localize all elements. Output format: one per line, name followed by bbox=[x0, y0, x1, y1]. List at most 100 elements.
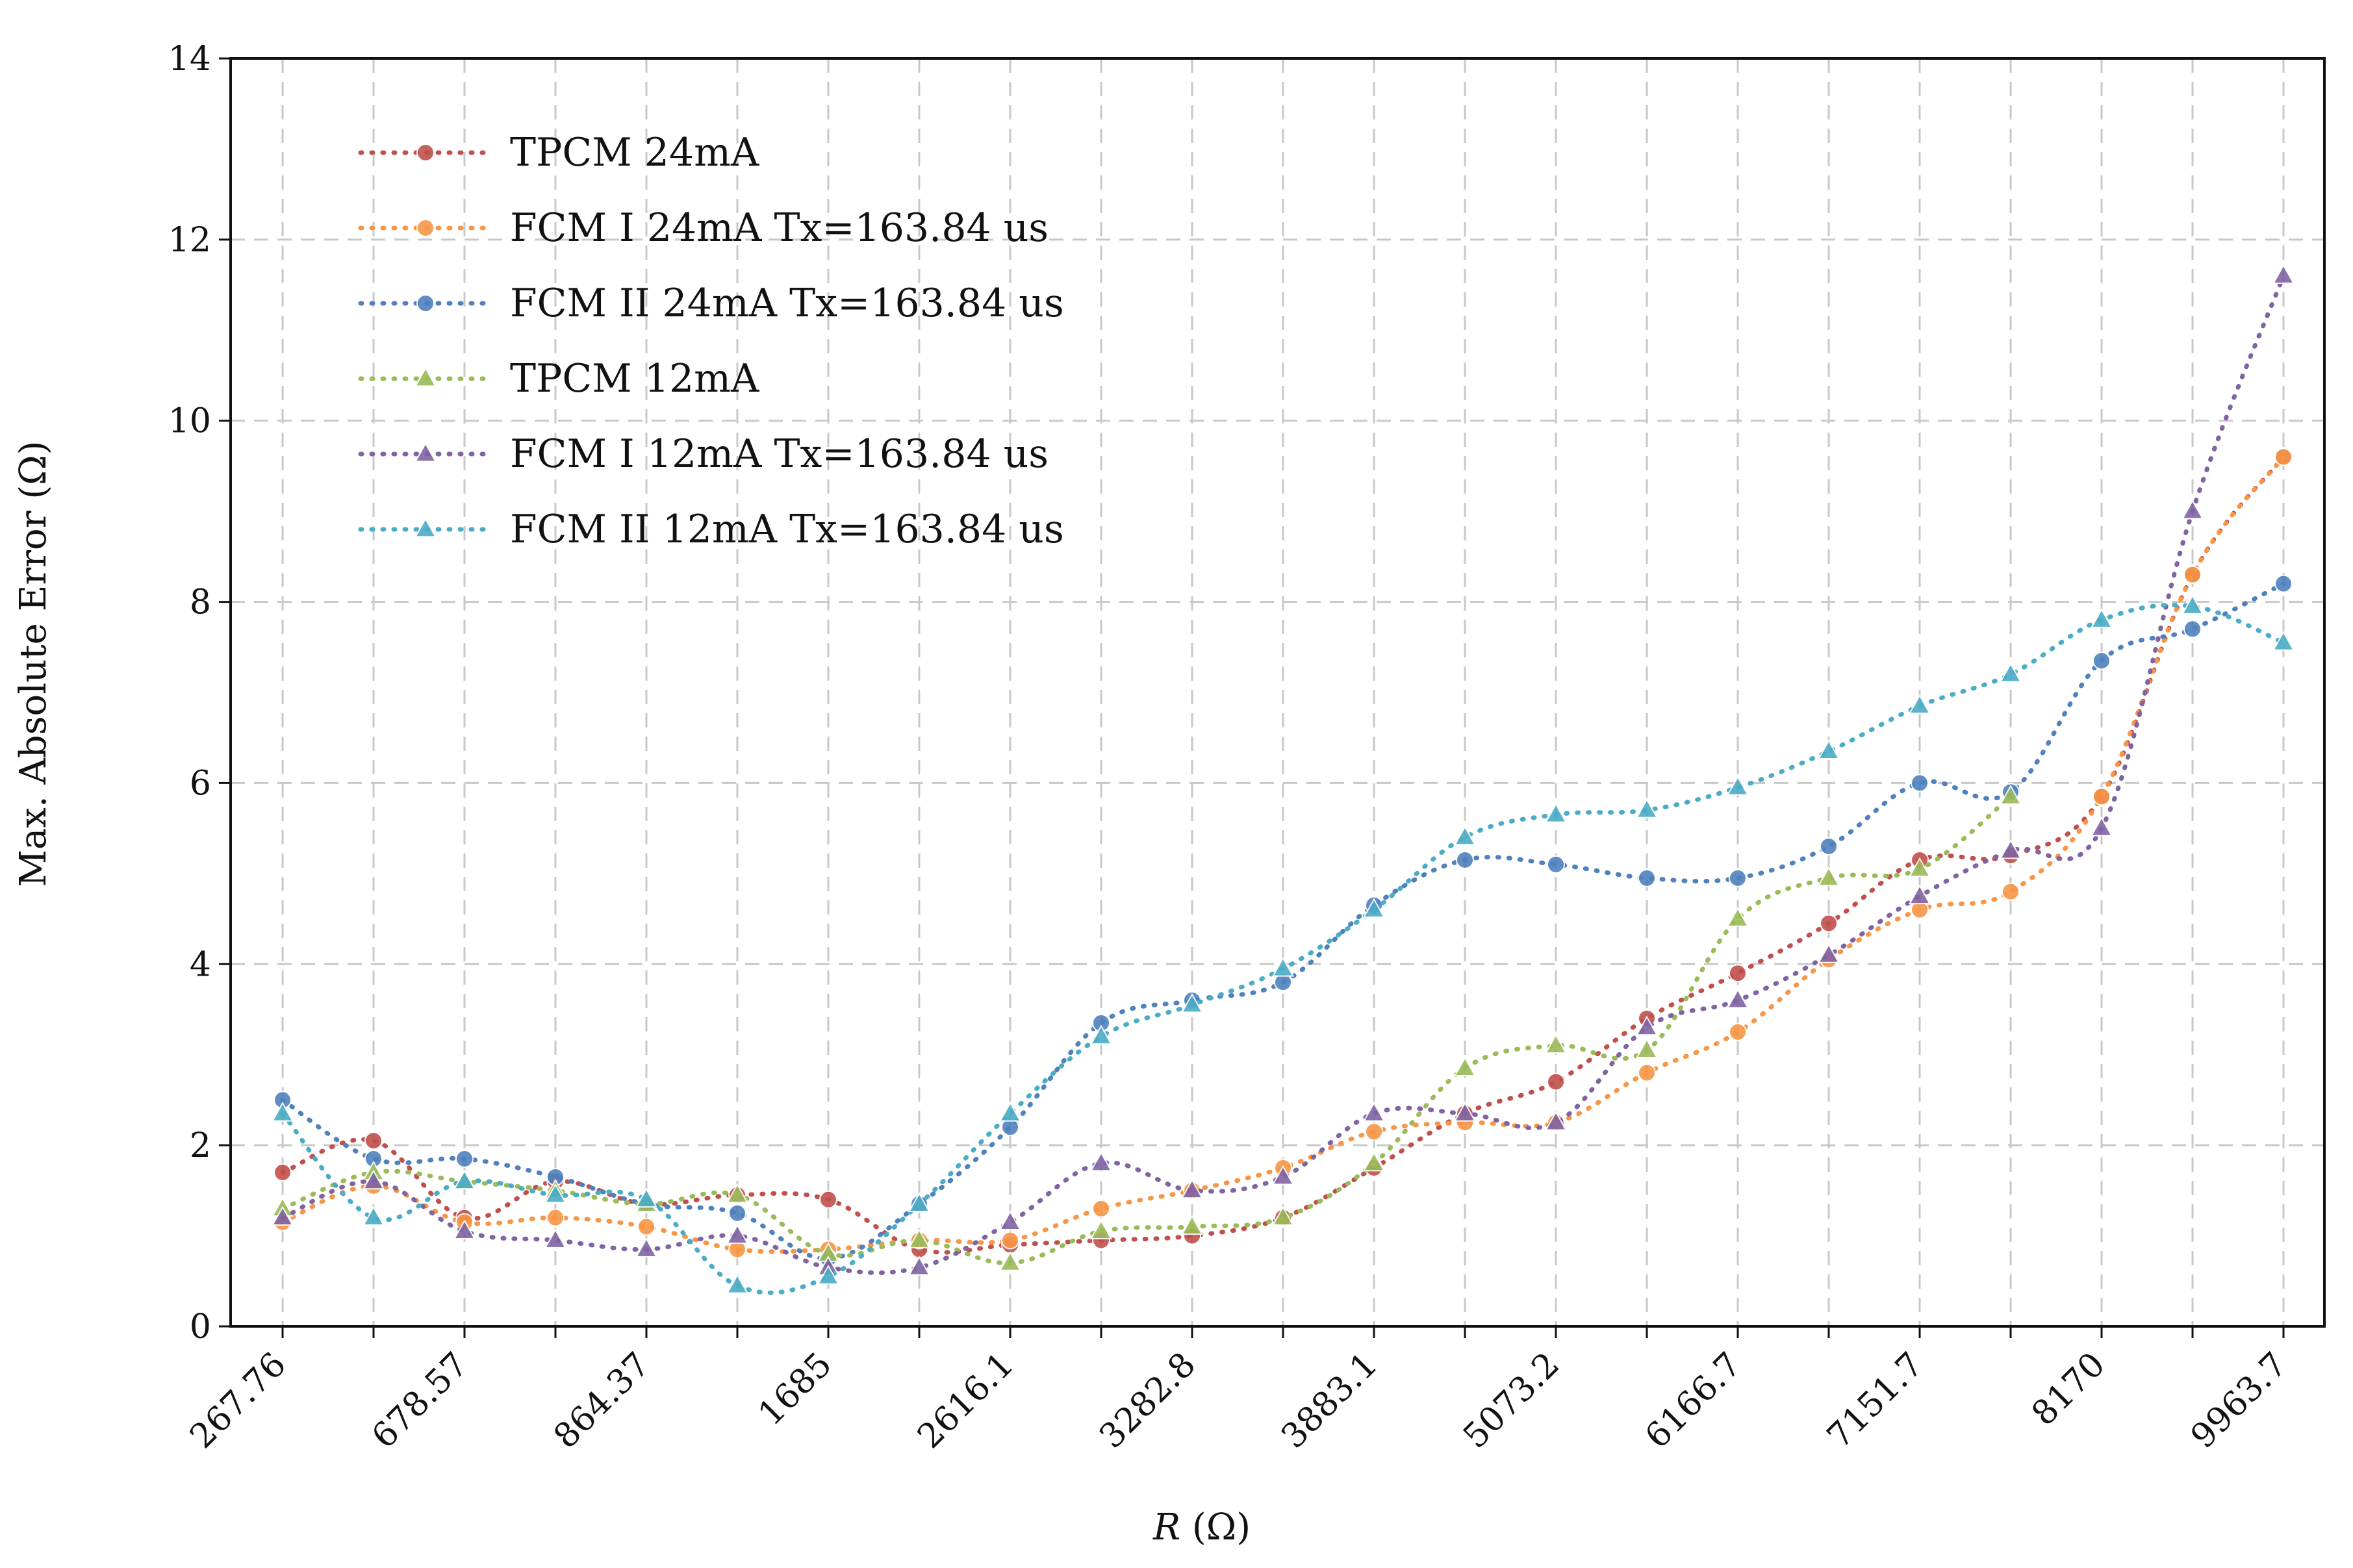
legend-swatch-marker bbox=[416, 219, 435, 237]
data-point bbox=[1638, 1063, 1656, 1082]
data-point bbox=[1908, 884, 1931, 905]
data-point bbox=[1089, 1219, 1113, 1239]
data-point bbox=[453, 1169, 476, 1190]
data-point bbox=[544, 1183, 567, 1204]
series-line bbox=[280, 454, 2286, 1254]
grid bbox=[231, 58, 2324, 1326]
data-point bbox=[1999, 839, 2022, 859]
data-point bbox=[635, 1187, 658, 1208]
y-tick-label: 0 bbox=[190, 1308, 211, 1347]
data-point bbox=[1729, 868, 1747, 887]
tick-labels: 0 2 4 6 8 10 12 14 267.76 678.57 864.37 1685 2616.1 3… bbox=[168, 40, 2295, 1456]
x-tick-label: 678.57 bbox=[364, 1345, 476, 1456]
series-line bbox=[280, 794, 2013, 1265]
data-point bbox=[1544, 1110, 1568, 1131]
data-point bbox=[637, 1217, 655, 1236]
x-tick-label: 8170 bbox=[2024, 1345, 2113, 1434]
legend-label: FCM I 12mA Tx=163.84 us bbox=[510, 431, 1049, 477]
data-point bbox=[908, 1192, 931, 1213]
y-tick-label: 14 bbox=[168, 40, 211, 79]
data-point bbox=[1635, 1015, 1659, 1036]
legend-label: TPCM 12mA bbox=[510, 356, 759, 401]
data-point bbox=[1362, 898, 1386, 918]
series-group bbox=[271, 594, 2295, 1295]
data-point bbox=[1180, 1215, 1204, 1235]
legend-label: FCM II 12mA Tx=163.84 us bbox=[510, 507, 1064, 552]
data-point bbox=[1908, 694, 1931, 714]
data-point bbox=[998, 1102, 1022, 1122]
y-axis-title: Max. Absolute Error (Ω) bbox=[12, 441, 55, 887]
x-tick-label: 3883.1 bbox=[1274, 1345, 1385, 1456]
y-tick-label: 8 bbox=[190, 583, 211, 622]
data-point bbox=[1362, 1102, 1386, 1122]
legend-swatch-marker bbox=[414, 442, 437, 462]
data-point bbox=[1817, 943, 1840, 963]
legend-label: FCM I 24mA Tx=163.84 us bbox=[510, 205, 1049, 251]
data-point bbox=[364, 1132, 383, 1150]
x-axis-title-unit: (Ω) bbox=[1180, 1506, 1251, 1549]
y-tick-label: 4 bbox=[190, 945, 211, 984]
legend: TPCM 24mA FCM I 24mA Tx=163.84 us FCM II 2… bbox=[358, 130, 1064, 552]
data-point bbox=[1089, 1024, 1113, 1045]
data-point bbox=[2274, 448, 2293, 466]
series-layer bbox=[271, 264, 2295, 1295]
data-point bbox=[1001, 1231, 1019, 1250]
y-tick-label: 12 bbox=[168, 221, 211, 260]
x-tick-label: 3282.8 bbox=[1092, 1345, 1203, 1456]
legend-swatch-marker bbox=[416, 144, 435, 162]
data-point bbox=[2092, 651, 2111, 670]
data-point bbox=[1271, 956, 1295, 977]
data-point bbox=[1817, 866, 1840, 887]
x-tick-label: 864.37 bbox=[546, 1345, 657, 1456]
data-point bbox=[546, 1208, 565, 1227]
data-point bbox=[2272, 631, 2295, 651]
legend-swatch-marker bbox=[416, 294, 435, 312]
data-point bbox=[726, 1183, 749, 1204]
data-point bbox=[1820, 914, 1838, 933]
x-tick-label: 267.76 bbox=[183, 1345, 294, 1456]
legend-swatch-marker bbox=[414, 366, 437, 387]
data-point bbox=[1456, 850, 1474, 869]
data-point bbox=[1726, 776, 1749, 796]
data-point bbox=[1180, 993, 1204, 1013]
legend-item: FCM I 24mA Tx=163.84 us bbox=[358, 205, 1049, 251]
x-tick-label: 7151.7 bbox=[1820, 1345, 1931, 1456]
data-point bbox=[726, 1224, 749, 1244]
data-point bbox=[544, 1228, 567, 1248]
data-point bbox=[1638, 868, 1656, 887]
data-point bbox=[2181, 594, 2204, 614]
data-point bbox=[1271, 1206, 1295, 1226]
legend-item: TPCM 24mA bbox=[358, 130, 759, 175]
series-group bbox=[271, 264, 2295, 1276]
x-axis-title-variable: R bbox=[1152, 1506, 1180, 1549]
data-point bbox=[1729, 1022, 1747, 1041]
data-point bbox=[817, 1265, 840, 1285]
axes bbox=[219, 57, 2326, 1338]
data-point bbox=[728, 1204, 746, 1222]
data-point bbox=[1999, 662, 2022, 683]
data-point bbox=[1726, 907, 1749, 927]
data-point bbox=[2183, 565, 2202, 584]
data-point bbox=[1453, 1056, 1477, 1077]
data-point bbox=[819, 1190, 837, 1209]
data-point bbox=[273, 1163, 292, 1182]
data-point bbox=[998, 1210, 1022, 1231]
y-tick-label: 10 bbox=[168, 402, 211, 441]
y-tick-label: 2 bbox=[190, 1126, 211, 1165]
data-point bbox=[1089, 1151, 1113, 1172]
data-point bbox=[726, 1273, 749, 1294]
legend-label: TPCM 24mA bbox=[510, 130, 759, 175]
data-point bbox=[455, 1150, 474, 1169]
x-tick-label: 5073.2 bbox=[1456, 1345, 1567, 1456]
data-point bbox=[1180, 1178, 1204, 1199]
data-point bbox=[1726, 988, 1749, 1009]
data-point bbox=[1362, 1151, 1386, 1172]
data-point bbox=[1635, 1038, 1659, 1059]
data-point bbox=[271, 1206, 294, 1226]
data-point bbox=[1365, 1122, 1383, 1141]
data-point bbox=[453, 1219, 476, 1239]
data-point bbox=[2181, 499, 2204, 520]
data-point bbox=[2002, 882, 2020, 901]
data-point bbox=[998, 1251, 1022, 1271]
